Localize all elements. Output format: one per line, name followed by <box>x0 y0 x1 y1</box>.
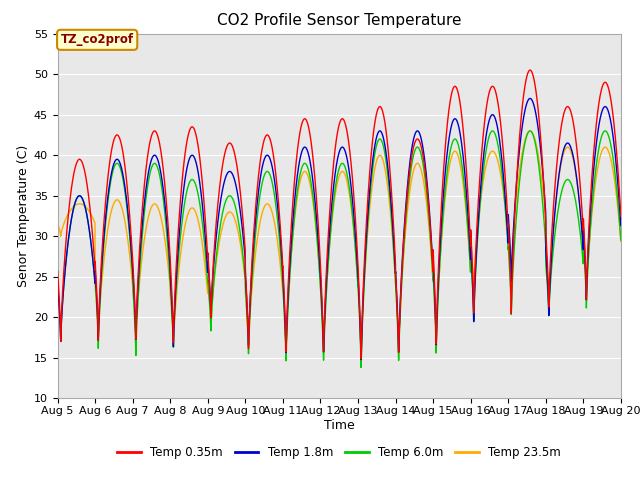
Title: CO2 Profile Sensor Temperature: CO2 Profile Sensor Temperature <box>217 13 461 28</box>
Text: TZ_co2prof: TZ_co2prof <box>61 33 134 47</box>
X-axis label: Time: Time <box>324 419 355 432</box>
Legend: Temp 0.35m, Temp 1.8m, Temp 6.0m, Temp 23.5m: Temp 0.35m, Temp 1.8m, Temp 6.0m, Temp 2… <box>113 441 566 464</box>
Y-axis label: Senor Temperature (C): Senor Temperature (C) <box>17 145 29 287</box>
